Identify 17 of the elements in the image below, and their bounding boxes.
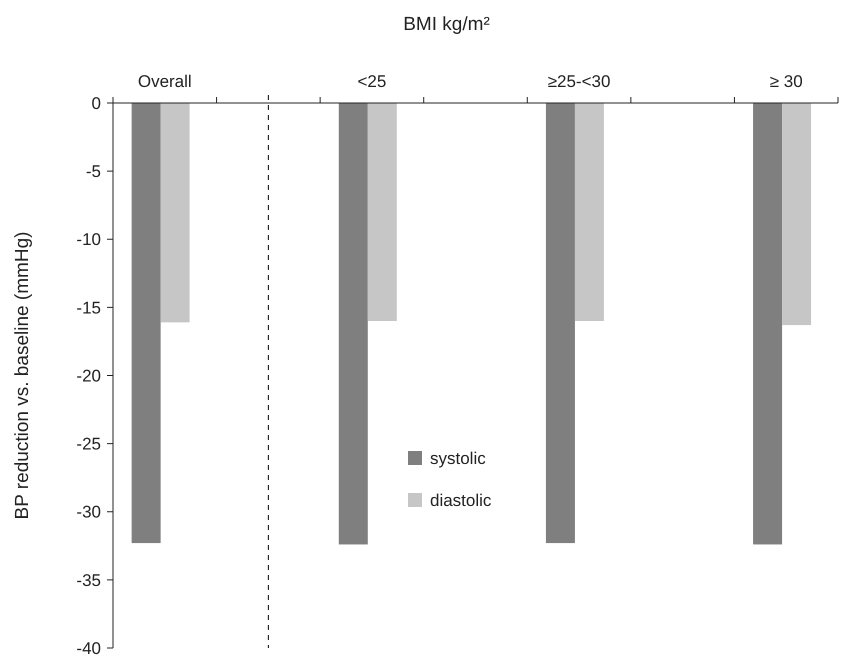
legend-label: diastolic bbox=[430, 490, 492, 510]
chart-title: BMI kg/m² bbox=[403, 14, 490, 35]
y-tick-label: -25 bbox=[76, 434, 101, 454]
y-axis-title: BP reduction vs. baseline (mmHg) bbox=[12, 232, 33, 520]
x-tick-label: ≥ 30 bbox=[770, 72, 803, 91]
y-tick-label: -15 bbox=[76, 298, 101, 318]
y-tick-label: -35 bbox=[76, 570, 101, 590]
y-tick-label: -40 bbox=[76, 638, 101, 658]
y-tick-label: 0 bbox=[92, 94, 101, 113]
x-tick-label: ≥25-<30 bbox=[548, 72, 610, 91]
legend-label: systolic bbox=[430, 448, 486, 468]
y-tick-label: -10 bbox=[76, 230, 101, 250]
y-tick-label: -30 bbox=[76, 502, 101, 522]
x-tick-label: Overall bbox=[138, 72, 192, 91]
x-tick-label: <25 bbox=[358, 72, 386, 91]
y-tick-label: -20 bbox=[76, 366, 101, 386]
y-tick-label: -5 bbox=[86, 162, 101, 182]
